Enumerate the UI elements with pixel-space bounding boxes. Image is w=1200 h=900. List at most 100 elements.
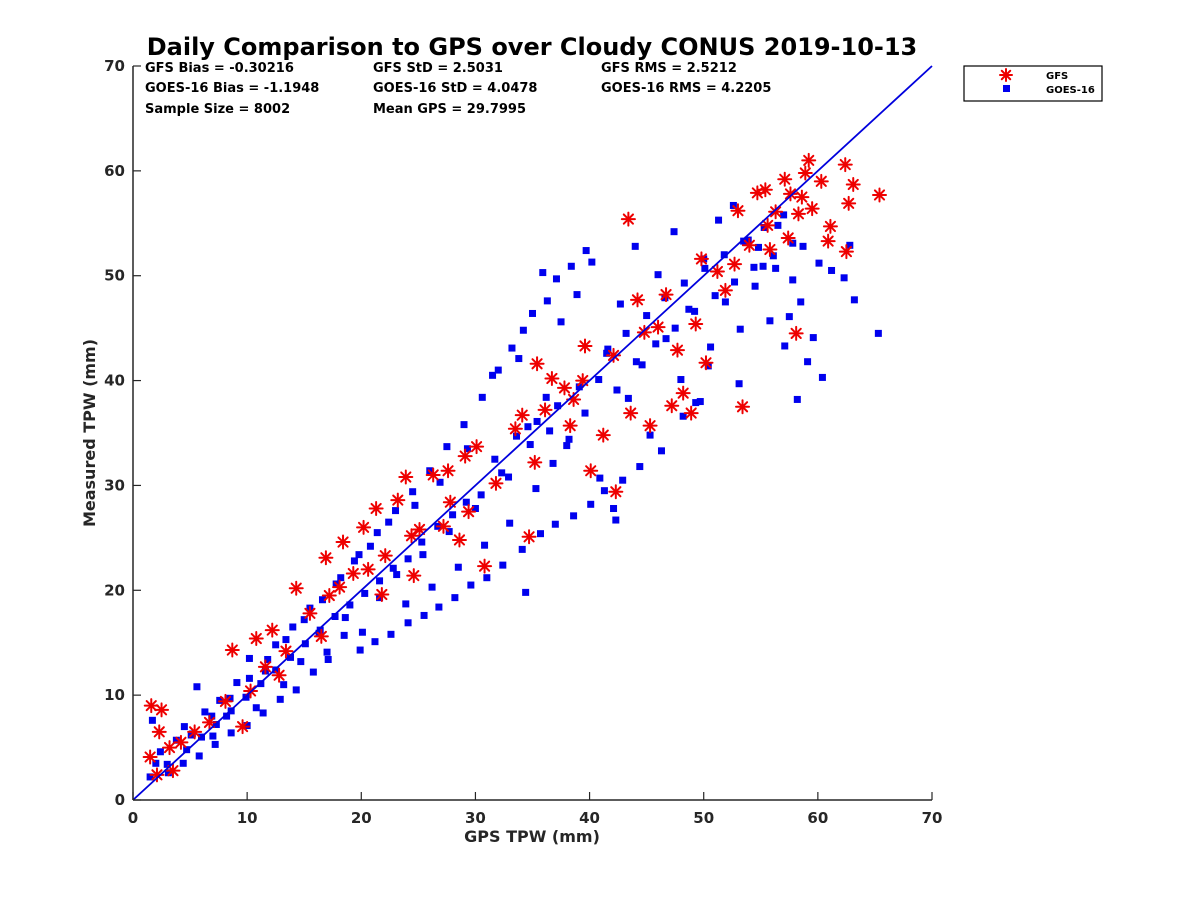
goes16-point: [280, 681, 288, 689]
goes16-point: [276, 695, 284, 703]
gfs-point: [768, 204, 784, 220]
y-tick-label: 10: [104, 686, 125, 704]
goes16-point: [316, 626, 324, 634]
goes16-point: [551, 520, 559, 528]
y-ticks: 0 10 20 30 40 50 60 70: [104, 57, 141, 809]
gfs-point: [562, 418, 578, 434]
goes16-point: [163, 760, 171, 768]
gfs-point: [374, 586, 390, 602]
goes16-point: [522, 588, 530, 596]
goes16-point: [195, 752, 203, 760]
goes16-point: [454, 563, 462, 571]
goes16-point: [670, 228, 678, 236]
goes16-point: [613, 386, 621, 394]
goes16-point: [331, 613, 339, 620]
goes16-point: [596, 474, 604, 482]
gfs-point: [688, 316, 704, 332]
goes16-point: [297, 658, 305, 666]
goes16-point: [499, 561, 507, 569]
legend-gfs-label: GFS: [1046, 71, 1068, 82]
goes16-point: [462, 498, 470, 506]
goes16-point: [685, 305, 693, 313]
gfs-point: [398, 469, 414, 485]
goes16-point: [506, 519, 514, 527]
goes16-point: [318, 596, 326, 604]
goes16-point: [769, 252, 777, 260]
goes16-point: [376, 577, 384, 585]
gfs-point: [507, 421, 523, 437]
y-tick-label: 20: [104, 581, 125, 599]
goes16-point: [309, 668, 317, 676]
stat-sample-size: Sample Size = 8002: [145, 102, 290, 117]
gfs-point: [187, 724, 203, 740]
gfs-point: [735, 399, 751, 415]
goes16-point: [874, 329, 882, 337]
goes16-point: [524, 423, 532, 431]
gfs-point: [440, 463, 456, 479]
goes16-point: [804, 358, 812, 366]
goes16-point: [156, 748, 164, 756]
goes16-point: [402, 600, 410, 608]
goes16-point: [692, 399, 700, 407]
y-tick-label: 70: [104, 57, 125, 75]
goes16-point: [300, 616, 308, 624]
goes16-point: [850, 296, 858, 304]
stats-block: GFS Bias = -0.30216 GFS StD = 2.5031 GFS…: [145, 61, 771, 117]
goes16-point: [646, 431, 654, 439]
goes16-point: [736, 325, 744, 333]
gfs-point: [451, 532, 467, 548]
gfs-point: [664, 398, 680, 414]
gfs-point: [709, 264, 725, 280]
gfs-point: [356, 519, 372, 535]
goes16-point: [435, 603, 443, 611]
gfs-point: [390, 492, 406, 508]
goes16-point: [443, 443, 451, 451]
gfs-point: [741, 237, 757, 253]
goes16-point: [552, 275, 560, 283]
y-axis-label: Measured TPW (mm): [80, 339, 99, 527]
gfs-point: [248, 631, 264, 647]
gfs-point: [777, 171, 793, 187]
goes16-point: [489, 371, 497, 379]
goes16-point: [409, 488, 417, 496]
gfs-point: [636, 324, 652, 340]
goes16-point: [565, 435, 573, 443]
goes16-point: [657, 447, 665, 455]
gfs-point: [442, 494, 458, 510]
legend-gfs-asterisk: [999, 68, 1013, 82]
gfs-point: [165, 763, 181, 779]
gfs-point: [425, 467, 441, 483]
gfs-point: [162, 740, 178, 756]
stat-gfs-bias: GFS Bias = -0.30216: [145, 61, 294, 76]
goes16-point: [701, 264, 709, 272]
goes16-point: [340, 631, 348, 639]
goes16-point: [543, 297, 551, 305]
goes16-point: [751, 282, 759, 290]
goes16-point: [654, 271, 662, 279]
y-tick-label: 50: [104, 267, 125, 285]
legend-gfs-marker: [999, 68, 1013, 82]
goes16-point: [546, 427, 554, 435]
gfs-point: [790, 206, 806, 222]
goes16-point: [622, 329, 630, 337]
goes16-point: [619, 476, 627, 484]
gfs-point: [288, 580, 304, 596]
goes16-point: [781, 342, 789, 350]
goes16-point: [411, 501, 419, 509]
goes16-point: [146, 773, 154, 781]
gfs-point: [630, 292, 646, 308]
gfs-point: [411, 521, 427, 537]
goes16-point: [346, 601, 354, 609]
x-tick-label: 40: [579, 809, 600, 827]
goes16-point: [840, 274, 848, 282]
goes16-point: [292, 686, 300, 694]
plot-marks: [142, 152, 887, 783]
goes16-point: [785, 313, 793, 321]
gfs-point: [457, 448, 473, 464]
gfs-point: [488, 475, 504, 491]
gfs-point: [760, 217, 776, 233]
goes16-point: [245, 654, 253, 662]
goes16-point: [554, 402, 562, 410]
gfs-point: [271, 667, 287, 683]
goes16-point: [774, 221, 782, 229]
